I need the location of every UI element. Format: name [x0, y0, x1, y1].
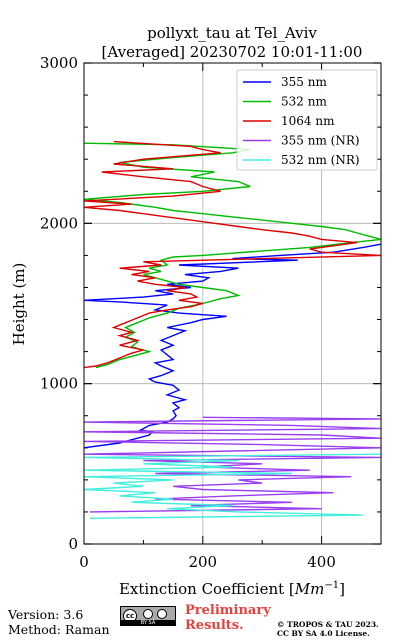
- x-axis-label-close: ]: [339, 580, 345, 598]
- preliminary-line1: Preliminary: [185, 603, 271, 618]
- x-axis-label-unit: Mm: [294, 580, 325, 598]
- x-axis-label: Extinction Coefficient [Mm−1]: [119, 580, 345, 598]
- y-tick-label: 2000: [40, 214, 78, 232]
- legend-frame: [236, 69, 378, 171]
- copyright-line2: CC BY SA 4.0 License.: [277, 629, 370, 638]
- legend-label: 355 nm: [281, 75, 327, 89]
- major-ticks: [83, 62, 381, 545]
- series-line-1: [84, 142, 381, 369]
- x-tick-label: 200: [188, 553, 217, 571]
- version-text: Version: 3.6: [8, 607, 84, 622]
- series-line-0: [84, 243, 381, 449]
- method-text: Method: Raman: [8, 622, 110, 637]
- cc-badge-text: BY SA: [121, 620, 175, 626]
- series-line-3: [84, 416, 381, 513]
- legend-label: 532 nm: [281, 95, 327, 109]
- x-axis-label-text: Extinction Coefficient [: [119, 580, 295, 598]
- series-line-2: [84, 140, 381, 369]
- legend-label: 355 nm (NR): [281, 134, 360, 148]
- x-axis-label-exponent: −1: [324, 580, 339, 591]
- series-line-4: [84, 453, 381, 519]
- preliminary-line2: Results.: [185, 618, 244, 633]
- chart-title-line2: [Averaged] 20230702 10:01-11:00: [102, 43, 363, 61]
- by-icon: [143, 609, 153, 619]
- x-tick-label: 400: [307, 553, 336, 571]
- tick-labels: 0 200 400 0 1000 2000 3000: [40, 54, 336, 571]
- copyright-line1: © TROPOS & TAU 2023.: [277, 620, 379, 629]
- plot-frame: [83, 62, 382, 545]
- x-tick-label: 0: [79, 553, 89, 571]
- legend-label: 532 nm (NR): [281, 153, 360, 167]
- y-tick-label: 0: [68, 535, 78, 553]
- legend-label: 1064 nm: [281, 114, 335, 128]
- cc-license-badge: cc BY SA: [120, 606, 176, 626]
- y-axis-label: Height (m): [10, 263, 28, 346]
- y-tick-label: 3000: [40, 54, 78, 72]
- series-layer: [84, 140, 381, 519]
- chart-title-line1: pollyxt_tau at Tel_Aviv: [147, 24, 317, 42]
- legend: 355 nm 532 nm 1064 nm 355 nm (NR) 532 nm (NR…: [236, 69, 378, 171]
- y-tick-label: 1000: [40, 375, 78, 393]
- sa-icon: [157, 609, 167, 619]
